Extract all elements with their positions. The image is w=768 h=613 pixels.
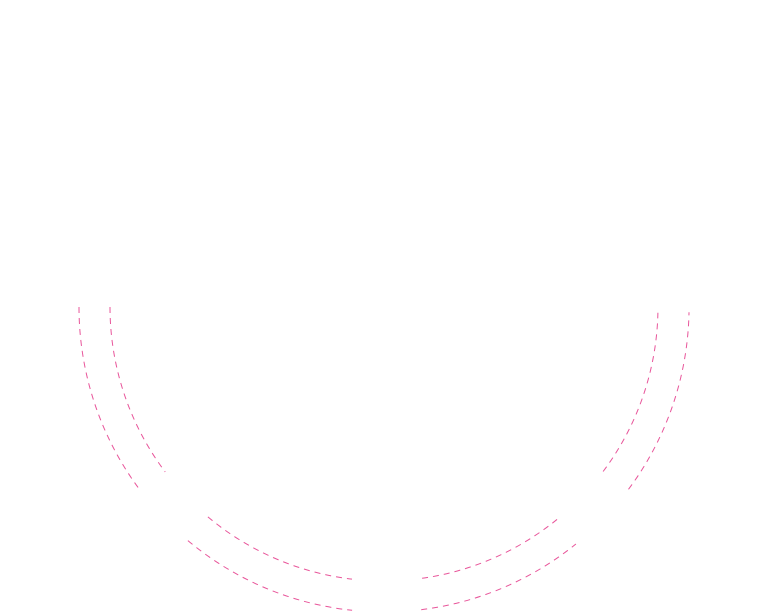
inner-ring-arc-segment-1 bbox=[109, 306, 166, 473]
inner-ring-arc-segment-3 bbox=[422, 518, 558, 579]
rings-group bbox=[78, 306, 690, 611]
outer-ring-arc-segment-2 bbox=[187, 540, 353, 611]
inner-ring-arc-segment-2 bbox=[207, 516, 353, 580]
inner-ring-arc-segment-4 bbox=[602, 312, 659, 472]
outer-ring-arc-segment-1 bbox=[78, 306, 141, 491]
outer-ring-arc-segment-3 bbox=[421, 543, 577, 611]
outer-ring-arc-segment-4 bbox=[628, 312, 690, 490]
